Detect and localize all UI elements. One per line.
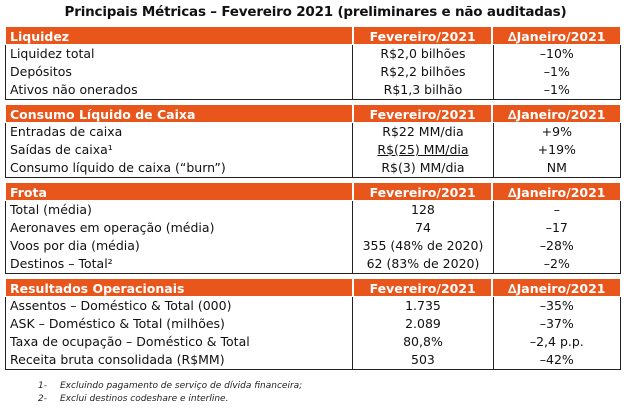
metric-delta: –42% [539, 352, 574, 367]
metric-label: Taxa de ocupação – Doméstico & Total [6, 333, 354, 351]
metric-label: Consumo líquido de caixa (“burn”) [6, 159, 354, 177]
table-row: Destinos – Total² 62 (83% de 2020) –2% [6, 255, 620, 273]
metric-delta: –35% [539, 298, 574, 313]
section-title: Frota [6, 183, 354, 200]
page-title: Principais Métricas – Fevereiro 2021 (pr… [64, 4, 567, 20]
table-row: Taxa de ocupação – Doméstico & Total 80,… [6, 333, 620, 351]
metric-label: Voos por dia (média) [6, 237, 354, 255]
metric-label: Aeronaves em operação (média) [6, 219, 354, 237]
section-header-consumo: Consumo Líquido de Caixa Fevereiro/2021 … [5, 104, 621, 123]
table-row: Receita bruta consolidada (R$MM) 503 –42… [6, 351, 620, 369]
metric-value: R$2,0 bilhões [353, 45, 494, 63]
metric-value: 2.089 [353, 315, 494, 333]
metric-delta: –2% [543, 256, 570, 271]
section-body-frota: Total (média) 128 – Aeronaves em operaçã… [5, 201, 621, 274]
table-row: ASK – Doméstico & Total (milhões) 2.089 … [6, 315, 620, 333]
metric-label: Receita bruta consolidada (R$MM) [6, 351, 354, 369]
section-header-resultados: Resultados Operacionais Fevereiro/2021 ∆… [5, 278, 621, 297]
metric-label: Saídas de caixa¹ [6, 141, 354, 159]
section-title: Consumo Líquido de Caixa [6, 105, 354, 122]
metric-label: Assentos – Doméstico & Total (000) [6, 297, 354, 315]
metric-delta: –10% [539, 46, 574, 61]
metric-value: R$(25) MM/dia [353, 141, 494, 159]
column-header-month: Fevereiro/2021 [354, 183, 494, 200]
footnote-text: Excluindo pagamento de serviço de dívida… [60, 381, 303, 391]
metric-delta: +9% [541, 124, 572, 139]
column-header-delta: ∆Janeiro/2021 [507, 29, 606, 44]
section-header-frota: Frota Fevereiro/2021 ∆Janeiro/2021 [5, 182, 621, 201]
metric-delta: –1% [543, 64, 570, 79]
metric-label: Depósitos [6, 63, 354, 81]
table-row: Aeronaves em operação (média) 74 –17 [6, 219, 620, 237]
footnote-text: Exclui destinos codeshare e interline. [60, 394, 229, 404]
metric-delta: –28% [539, 238, 574, 253]
metric-value: R$(3) MM/dia [353, 159, 494, 177]
section-body-consumo: Entradas de caixa R$22 MM/dia +9% Saídas… [5, 123, 621, 178]
metric-delta: NM [546, 160, 567, 175]
section-header-liquidez: Liquidez Fevereiro/2021 ∆Janeiro/2021 [5, 26, 621, 45]
table-row: Total (média) 128 – [6, 201, 620, 219]
footnote-number: 1- [38, 381, 47, 391]
column-header-month: Fevereiro/2021 [354, 279, 494, 296]
metric-label: Entradas de caixa [6, 123, 354, 141]
metric-label: Destinos – Total² [6, 255, 354, 273]
footnote-1: 1- Excluindo pagamento de serviço de dívi… [38, 381, 302, 391]
table-row: Saídas de caixa¹ R$(25) MM/dia +19% [6, 141, 620, 159]
metric-value: R$1,3 bilhão [353, 81, 494, 99]
column-header-month: Fevereiro/2021 [354, 27, 494, 44]
metric-value: 355 (48% de 2020) [353, 237, 494, 255]
column-header-delta: ∆Janeiro/2021 [507, 107, 606, 122]
metric-value: 128 [353, 201, 494, 219]
metric-value: 74 [353, 219, 494, 237]
metric-delta: –1% [543, 82, 570, 97]
metric-value: 62 (83% de 2020) [353, 255, 494, 273]
metric-value: R$2,2 bilhões [353, 63, 494, 81]
column-header-delta: ∆Janeiro/2021 [507, 185, 606, 200]
table-row: Voos por dia (média) 355 (48% de 2020) –… [6, 237, 620, 255]
metrics-table: Liquidez Fevereiro/2021 ∆Janeiro/2021 Li… [5, 26, 621, 370]
section-body-resultados: Assentos – Doméstico & Total (000) 1.735… [5, 297, 621, 370]
metric-label: Ativos não onerados [6, 81, 354, 99]
metric-value: 503 [353, 351, 494, 369]
table-row: Entradas de caixa R$22 MM/dia +9% [6, 123, 620, 141]
metric-label: Liquidez total [6, 45, 354, 63]
footnote-2: 2- Exclui destinos codeshare e interline. [38, 394, 228, 404]
table-row: Assentos – Doméstico & Total (000) 1.735… [6, 297, 620, 315]
section-title: Liquidez [6, 27, 354, 44]
metric-delta: – [553, 202, 560, 217]
section-body-liquidez: Liquidez total R$2,0 bilhões –10% Depósi… [5, 45, 621, 100]
metric-label: Total (média) [6, 201, 354, 219]
footnote-number: 2- [38, 394, 47, 404]
column-header-month: Fevereiro/2021 [354, 105, 494, 122]
section-title: Resultados Operacionais [6, 279, 354, 296]
metric-label: ASK – Doméstico & Total (milhões) [6, 315, 354, 333]
metric-delta: +19% [537, 142, 576, 157]
metric-value: R$22 MM/dia [353, 123, 494, 141]
table-row: Liquidez total R$2,0 bilhões –10% [6, 45, 620, 63]
table-row: Consumo líquido de caixa (“burn”) R$(3) … [6, 159, 620, 177]
table-row: Depósitos R$2,2 bilhões –1% [6, 63, 620, 81]
metric-delta: –2,4 p.p. [529, 334, 584, 349]
column-header-delta: ∆Janeiro/2021 [507, 281, 606, 296]
metric-value: 80,8% [353, 333, 494, 351]
metric-value: 1.735 [353, 297, 494, 315]
table-row: Ativos não onerados R$1,3 bilhão –1% [6, 81, 620, 99]
metric-delta: –17 [545, 220, 568, 235]
metric-delta: –37% [539, 316, 574, 331]
